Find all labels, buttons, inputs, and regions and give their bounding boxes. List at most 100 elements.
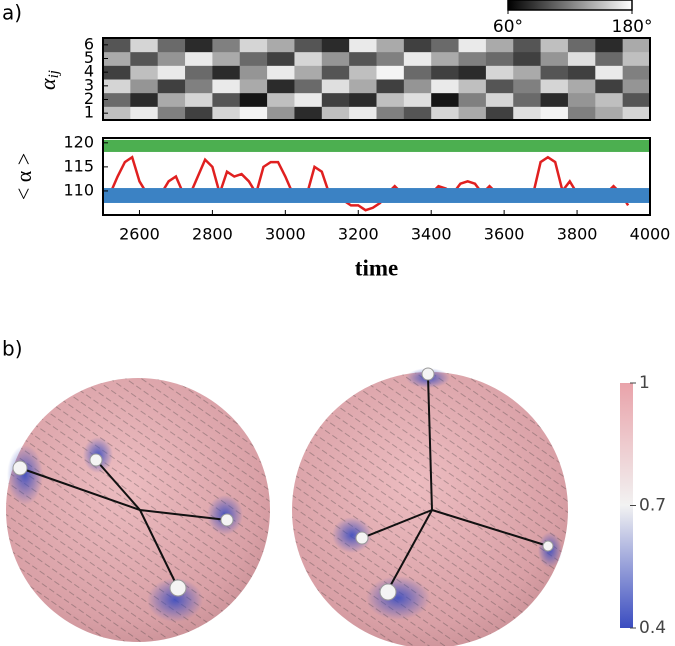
heat-cell: [239, 51, 268, 66]
heat-cell: [567, 51, 596, 66]
heat-cell: [185, 92, 213, 107]
heat-cell: [403, 92, 432, 107]
heat-cell: [212, 79, 241, 94]
heat-cell: [239, 106, 268, 121]
heat-cell: [212, 65, 241, 80]
heat-cell: [103, 92, 131, 107]
heat-cell: [458, 106, 487, 121]
heat-cell: [103, 65, 131, 80]
heat-cell: [567, 65, 596, 80]
heat-cell: [376, 79, 405, 94]
y-axis-label: αij: [35, 70, 62, 90]
y-tick-label: 110: [63, 180, 94, 199]
x-tick-label: 3600: [484, 225, 525, 244]
heat-cell: [239, 38, 268, 53]
heat-cell: [595, 106, 624, 121]
heat-cell: [567, 79, 596, 94]
heat-cell: [513, 51, 542, 66]
heat-cell: [349, 106, 377, 121]
heat-cell: [321, 106, 350, 121]
heat-cell: [622, 92, 651, 107]
heat-cell: [130, 51, 159, 66]
colorbar: [507, 0, 633, 11]
x-tick-label: 3400: [411, 225, 452, 244]
y-tick-label: 1: [84, 103, 94, 122]
heat-cell: [349, 51, 377, 66]
heat-cell: [403, 79, 432, 94]
frame: [102, 137, 651, 216]
heat-cell: [239, 79, 268, 94]
heat-cell: [294, 38, 323, 53]
colorbar-tick-label: 180°: [612, 17, 653, 37]
heat-cell: [239, 92, 268, 107]
reference-band: [103, 139, 650, 152]
heat-cell: [431, 106, 460, 121]
heat-cell: [294, 92, 323, 107]
heat-cell: [403, 38, 432, 53]
heat-cell: [267, 38, 295, 53]
heat-cell: [622, 79, 651, 94]
heat-cell: [622, 38, 651, 53]
heat-cell: [157, 38, 186, 53]
x-tick-label: 3200: [338, 225, 379, 244]
y-tick-label: 6: [84, 34, 94, 53]
heat-cell: [540, 92, 569, 107]
heat-cell: [212, 51, 241, 66]
heat-cell: [595, 79, 624, 94]
heat-cell: [622, 51, 651, 66]
heat-cell: [376, 65, 405, 80]
heat-cell: [485, 92, 514, 107]
heat-cell: [157, 65, 186, 80]
sphere-right: [292, 367, 568, 646]
heat-cell: [185, 38, 213, 53]
sphere-left: [6, 378, 270, 642]
heat-cell: [130, 38, 159, 53]
heat-cell: [431, 65, 460, 80]
heat-cell: [485, 79, 514, 94]
y-axis-label: < α >: [11, 153, 36, 200]
heat-cell: [267, 92, 295, 107]
heat-cell: [212, 106, 241, 121]
y-tick-label: 120: [63, 132, 94, 151]
heat-cell: [458, 51, 487, 66]
heat-cell: [349, 92, 377, 107]
heat-cell: [267, 106, 295, 121]
heat-cell: [267, 51, 295, 66]
heat-cell: [485, 106, 514, 121]
heat-cell: [321, 51, 350, 66]
colorbar-tick-label: 60°: [493, 17, 523, 37]
heat-cell: [540, 51, 569, 66]
heat-cell: [458, 92, 487, 107]
heat-cell: [595, 51, 624, 66]
heat-cell: [212, 92, 241, 107]
heat-cell: [376, 106, 405, 121]
x-tick-label: 2800: [192, 225, 233, 244]
x-tick-label: 3000: [265, 225, 306, 244]
heat-cell: [458, 65, 487, 80]
heat-cell: [622, 106, 651, 121]
heat-cell: [185, 51, 213, 66]
heat-cell: [513, 38, 542, 53]
y-tick-label: 115: [63, 156, 94, 175]
heat-cell: [349, 79, 377, 94]
heat-cell: [458, 38, 487, 53]
colorbar-tick-label: 1: [639, 373, 650, 393]
heat-cell: [157, 106, 186, 121]
heat-cell: [622, 65, 651, 80]
heat-cell: [349, 38, 377, 53]
colorbar: [620, 383, 633, 628]
heat-cell: [321, 92, 350, 107]
heat-cell: [321, 38, 350, 53]
heat-cell: [157, 79, 186, 94]
heat-cell: [403, 51, 432, 66]
colorbar-tick-label: 0.4: [639, 618, 666, 638]
heat-cell: [130, 65, 159, 80]
heat-cell: [513, 106, 542, 121]
frame: [102, 37, 651, 121]
x-tick-label: 2600: [119, 225, 160, 244]
heat-cell: [185, 79, 213, 94]
heat-cell: [567, 92, 596, 107]
heat-cell: [267, 79, 295, 94]
